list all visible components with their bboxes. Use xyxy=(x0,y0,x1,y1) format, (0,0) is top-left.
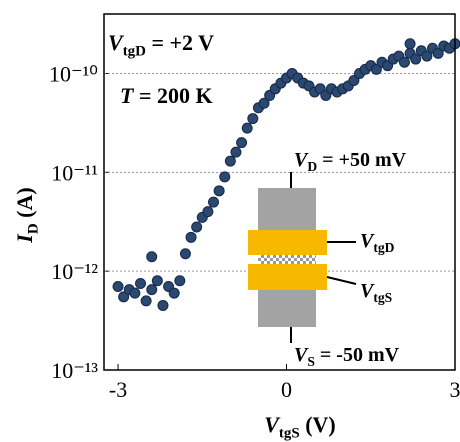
symbol: V xyxy=(294,344,309,366)
subscript: D xyxy=(307,159,317,174)
y-axis-label: ID (A) xyxy=(12,187,42,243)
data-point xyxy=(179,248,191,260)
data-point xyxy=(258,97,270,109)
symbol: V xyxy=(264,412,281,437)
x-tick-label: 0 xyxy=(281,377,292,402)
annotation: VtgD xyxy=(360,230,395,255)
symbol: V xyxy=(360,230,375,252)
y-tick-label: 10⁻¹¹ xyxy=(51,160,98,185)
data-point xyxy=(432,47,444,59)
data-point xyxy=(118,291,130,303)
symbol: T xyxy=(120,83,135,108)
label-rest: (A) xyxy=(12,187,37,223)
y-tick-label: 10⁻¹² xyxy=(51,259,98,284)
subscript: tgD xyxy=(373,240,394,255)
x-axis-label: VtgS (V) xyxy=(264,412,336,442)
gate-s xyxy=(248,264,327,290)
annotation: VD = +50 mV xyxy=(294,149,407,174)
data-point xyxy=(230,146,242,158)
data-point xyxy=(219,171,231,183)
data-point xyxy=(146,284,158,296)
data-point xyxy=(135,278,147,290)
data-point xyxy=(247,113,259,125)
subscript: S xyxy=(307,354,315,369)
data-point xyxy=(174,275,186,287)
data-point xyxy=(236,137,248,149)
gate-d xyxy=(248,230,327,255)
plot-area xyxy=(104,38,460,371)
data-point xyxy=(140,295,152,307)
annotation: VS = -50 mV xyxy=(294,344,400,369)
subscript: tgS xyxy=(279,426,300,442)
annotation: VtgD = +2 V xyxy=(108,30,214,60)
data-point xyxy=(168,287,180,299)
barrier xyxy=(258,255,316,264)
label-rest: (V) xyxy=(300,412,336,437)
data-point xyxy=(421,50,433,62)
y-tick-label: 10⁻¹³ xyxy=(51,358,98,383)
data-point xyxy=(213,185,225,197)
label-rest: = +2 V xyxy=(146,30,214,55)
symbol: V xyxy=(360,280,375,302)
data-point xyxy=(224,155,236,167)
symbol: V xyxy=(294,149,309,171)
frame xyxy=(103,13,456,371)
data-point xyxy=(129,287,141,299)
data-point xyxy=(185,231,197,243)
data-point xyxy=(202,206,214,218)
subscript: tgS xyxy=(373,290,392,305)
subscript: D xyxy=(26,223,42,234)
data-point xyxy=(112,280,124,292)
subscript: tgD xyxy=(123,44,146,60)
data-point xyxy=(404,38,416,50)
device-inset xyxy=(248,172,357,343)
y-tick-label: 10⁻¹⁰ xyxy=(49,62,98,87)
x-tick-label: -3 xyxy=(109,377,127,402)
annotation: T = 200 K xyxy=(120,83,213,108)
data-point xyxy=(151,275,163,287)
label-rest: = +50 mV xyxy=(317,149,406,171)
data-point xyxy=(146,251,158,263)
data-point xyxy=(370,63,382,75)
annotation: VtgS xyxy=(360,280,392,305)
symbol: V xyxy=(108,30,125,55)
label-rest: = 200 K xyxy=(133,83,212,108)
data-point xyxy=(410,53,422,65)
data-point xyxy=(398,56,410,68)
symbol: I xyxy=(12,233,37,244)
label-rest: = -50 mV xyxy=(315,344,400,366)
data-point xyxy=(157,299,169,311)
lead xyxy=(326,276,357,285)
data-point xyxy=(241,122,253,134)
x-tick-label: 3 xyxy=(450,377,460,402)
data-point xyxy=(191,221,203,233)
data-point xyxy=(208,196,220,208)
